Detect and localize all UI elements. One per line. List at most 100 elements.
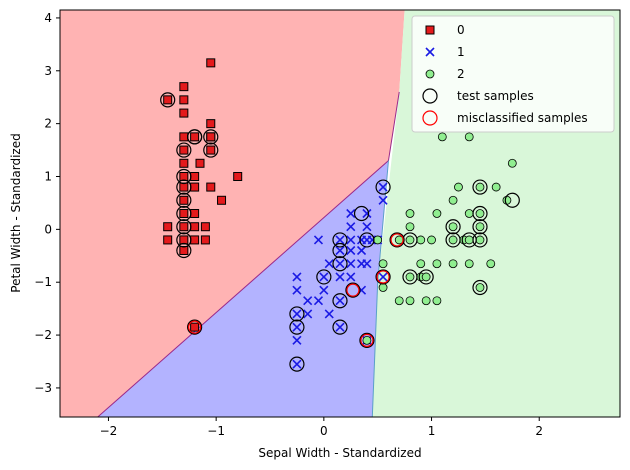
data-point-class-0: [179, 222, 189, 232]
data-point-class-0: [190, 235, 200, 245]
x-tick-label: −2: [100, 424, 118, 438]
y-tick-label: 2: [44, 117, 52, 131]
data-point-class-2: [475, 283, 485, 292]
test-sample-marker: [375, 179, 391, 195]
data-point-class-1: [346, 208, 356, 219]
y-tick-label: −1: [34, 275, 52, 289]
y-tick-label: 0: [44, 222, 52, 236]
data-point-class-0: [190, 172, 200, 181]
data-point-class-1: [292, 335, 302, 345]
data-point-class-2: [432, 259, 442, 269]
test-sample-marker: [472, 179, 488, 195]
data-point-class-0: [206, 58, 216, 68]
data-point-class-0: [179, 145, 189, 155]
misclassified-sample-circles: [188, 233, 404, 347]
data-point-class-2: [464, 235, 474, 245]
data-point-class-0: [195, 158, 205, 168]
test-sample-marker: [445, 232, 461, 248]
test-sample-circles: [160, 92, 520, 372]
data-point-class-2: [464, 259, 474, 269]
data-point-class-1: [335, 235, 345, 245]
legend-entry: misclassified samples: [422, 110, 588, 126]
data-point-class-0: [179, 95, 189, 105]
test-sample-marker: [187, 129, 203, 145]
test-sample-marker: [332, 232, 348, 248]
data-point-class-1: [362, 259, 372, 269]
region-class-0: [60, 10, 405, 417]
data-point-class-0: [179, 82, 189, 92]
y-tick-label: 4: [44, 11, 52, 25]
legend-marker: [422, 110, 438, 126]
test-sample-marker: [389, 232, 405, 248]
test-sample-marker: [289, 306, 305, 322]
data-point-class-2: [464, 132, 474, 142]
data-point-class-1: [356, 245, 367, 256]
data-point-class-1: [319, 272, 329, 282]
data-point-class-0: [206, 145, 216, 155]
data-point-class-2: [464, 209, 474, 218]
data-point-class-2: [416, 235, 426, 245]
data-point-class-1: [303, 296, 313, 306]
test-sample-marker: [176, 142, 192, 158]
test-sample-marker: [332, 242, 348, 259]
legend-marker: [425, 25, 435, 35]
data-point-class-2: [507, 158, 517, 168]
test-sample-marker: [316, 269, 332, 285]
data-point-class-0: [179, 246, 189, 255]
data-point-class-0: [190, 209, 200, 218]
legend-label: 1: [457, 45, 465, 59]
data-point-class-1: [319, 285, 329, 295]
data-point-class-0: [179, 132, 189, 142]
test-sample-marker: [402, 269, 418, 285]
data-point-class-1: [324, 259, 334, 269]
data-point-class-2: [432, 296, 442, 306]
data-point-class-2: [448, 222, 458, 232]
data-point-class-0: [179, 182, 189, 192]
data-point-class-0: [190, 132, 200, 142]
y-tick-label: 3: [44, 64, 52, 78]
data-point-class-1: [346, 222, 356, 232]
test-sample-marker: [345, 282, 361, 298]
data-point-class-1: [346, 272, 356, 282]
data-point-class-0: [163, 95, 173, 105]
x-tick-label: 0: [320, 424, 328, 438]
data-point-class-2: [475, 209, 485, 218]
legend-marker: [425, 47, 435, 57]
data-point-class-2: [378, 259, 388, 269]
legend-label: 0: [457, 23, 465, 37]
legend: 0 1 2 test samples misclassified samples: [411, 15, 615, 133]
data-point-class-1: [335, 322, 345, 332]
test-sample-marker: [176, 232, 192, 248]
data-point-class-2: [405, 209, 415, 218]
data-point-class-2: [491, 182, 501, 192]
data-point-class-1: [313, 296, 324, 306]
data-point-class-1: [346, 235, 356, 245]
data-point-class-0: [200, 222, 210, 232]
legend-label: 2: [457, 67, 465, 81]
misclassified-sample-marker: [346, 283, 360, 297]
data-point-class-0: [200, 235, 210, 245]
data-point-class-2: [475, 222, 485, 232]
test-sample-marker: [504, 192, 520, 208]
legend-entry: 1: [425, 45, 465, 59]
data-point-class-2: [421, 296, 431, 306]
data-point-class-1: [324, 309, 334, 319]
data-point-class-2: [427, 235, 436, 245]
x-axis-ticks: −2 −1 0 1 2: [100, 417, 543, 438]
data-point-class-1: [292, 285, 302, 295]
x-tick-label: 2: [535, 424, 543, 438]
misclassified-sample-marker: [376, 270, 390, 284]
legend-box: [411, 15, 615, 133]
data-point-class-2: [432, 209, 442, 218]
data-point-class-1: [292, 359, 302, 369]
test-sample-marker: [472, 219, 488, 235]
data-point-class-1: [335, 245, 345, 256]
test-sample-marker: [472, 232, 488, 248]
test-sample-marker: [176, 192, 192, 208]
data-point-class-2: [405, 235, 415, 245]
data-point-class-1: [292, 322, 302, 332]
data-point-class-0: [179, 158, 189, 168]
data-point-class-0: [206, 132, 216, 142]
data-point-class-1: [303, 309, 313, 319]
test-sample-marker: [289, 319, 305, 335]
